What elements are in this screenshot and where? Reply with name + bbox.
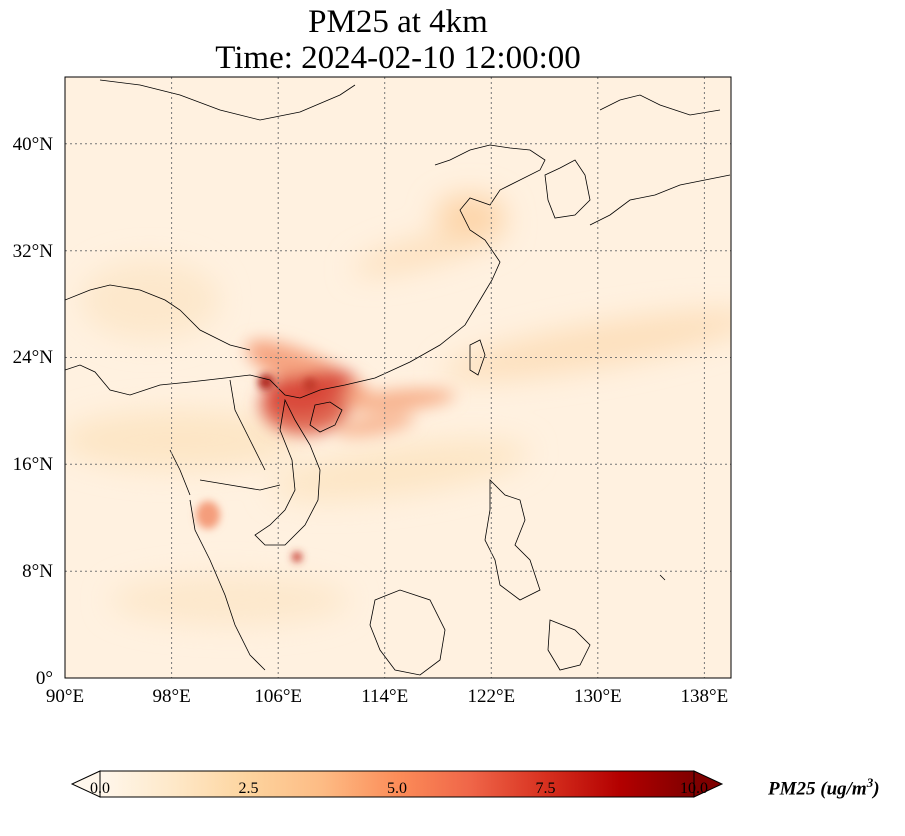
map-title: PM25 at 4km [308, 4, 488, 40]
lat-label-0: 0° [35, 668, 53, 689]
haze-layer [65, 195, 731, 625]
lon-label-114: 114°E [361, 686, 409, 707]
map-timestamp: Time: 2024-02-10 12:00:00 [215, 40, 581, 76]
colorbar-tick-2-5: 2.5 [238, 780, 259, 797]
colorbar-label-text: PM25 (ug/m [768, 778, 867, 800]
colorbar-tick-10: 10.0 [680, 780, 708, 797]
coastlines [65, 79, 731, 676]
lon-label-138: 138°E [680, 686, 729, 707]
lat-label-8: 8°N [22, 561, 53, 582]
plume-cores [196, 374, 317, 562]
colorbar-label-close: ) [873, 778, 880, 800]
lon-label-90: 90°E [45, 686, 85, 707]
colorbar-tick-0: 0.0 [90, 780, 110, 797]
colorbar-label: PM25 (ug/m3) [768, 775, 880, 800]
colorbar-frame [99, 770, 695, 798]
gridlines [65, 77, 731, 678]
lat-label-32: 32°N [12, 241, 53, 262]
lon-label-130: 130°E [573, 686, 622, 707]
colorbar-label-exponent: 3 [866, 775, 874, 790]
map-frame [64, 76, 732, 679]
lon-label-98: 98°E [152, 686, 191, 707]
main-plume [245, 340, 455, 438]
lon-label-122: 122°E [467, 686, 516, 707]
colorbar-tick-5: 5.0 [387, 780, 407, 797]
pm25-field [65, 77, 731, 678]
lat-label-24: 24°N [12, 347, 53, 368]
colorbar-gradient [100, 771, 694, 797]
lat-label-16: 16°N [12, 454, 53, 475]
colorbar-tick-7-5: 7.5 [535, 780, 556, 797]
lon-label-106: 106°E [254, 686, 303, 707]
lat-label-40: 40°N [12, 134, 53, 155]
colorbar [70, 770, 724, 798]
